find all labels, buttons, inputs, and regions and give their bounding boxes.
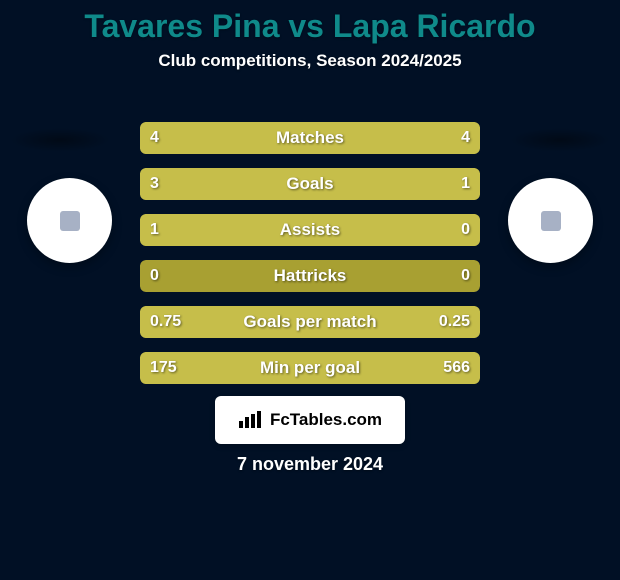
brand-chart-icon — [238, 411, 264, 429]
comparison-card: Tavares Pina vs Lapa Ricardo Club compet… — [0, 0, 620, 580]
brand-badge: FcTables.com — [215, 396, 405, 444]
avatar-right — [508, 178, 593, 263]
stat-label: Matches — [140, 122, 480, 154]
stat-row: 31Goals — [140, 168, 480, 200]
stat-label: Hattricks — [140, 260, 480, 292]
stat-label: Goals per match — [140, 306, 480, 338]
stat-row: 0.750.25Goals per match — [140, 306, 480, 338]
stat-row: 175566Min per goal — [140, 352, 480, 384]
avatar-shadow-right — [510, 128, 610, 152]
stat-row: 44Matches — [140, 122, 480, 154]
date-text: 7 november 2024 — [0, 454, 620, 475]
page-title: Tavares Pina vs Lapa Ricardo — [0, 0, 620, 45]
stat-label: Assists — [140, 214, 480, 246]
stat-row: 00Hattricks — [140, 260, 480, 292]
page-subtitle: Club competitions, Season 2024/2025 — [0, 51, 620, 71]
stat-label: Min per goal — [140, 352, 480, 384]
placeholder-icon — [541, 211, 561, 231]
avatar-shadow-left — [10, 128, 110, 152]
stat-row: 10Assists — [140, 214, 480, 246]
stat-bars: 44Matches 31Goals 10Assists 00Hattricks 0.75… — [140, 122, 480, 398]
placeholder-icon — [60, 211, 80, 231]
avatar-left — [27, 178, 112, 263]
brand-text: FcTables.com — [270, 410, 382, 430]
stat-label: Goals — [140, 168, 480, 200]
